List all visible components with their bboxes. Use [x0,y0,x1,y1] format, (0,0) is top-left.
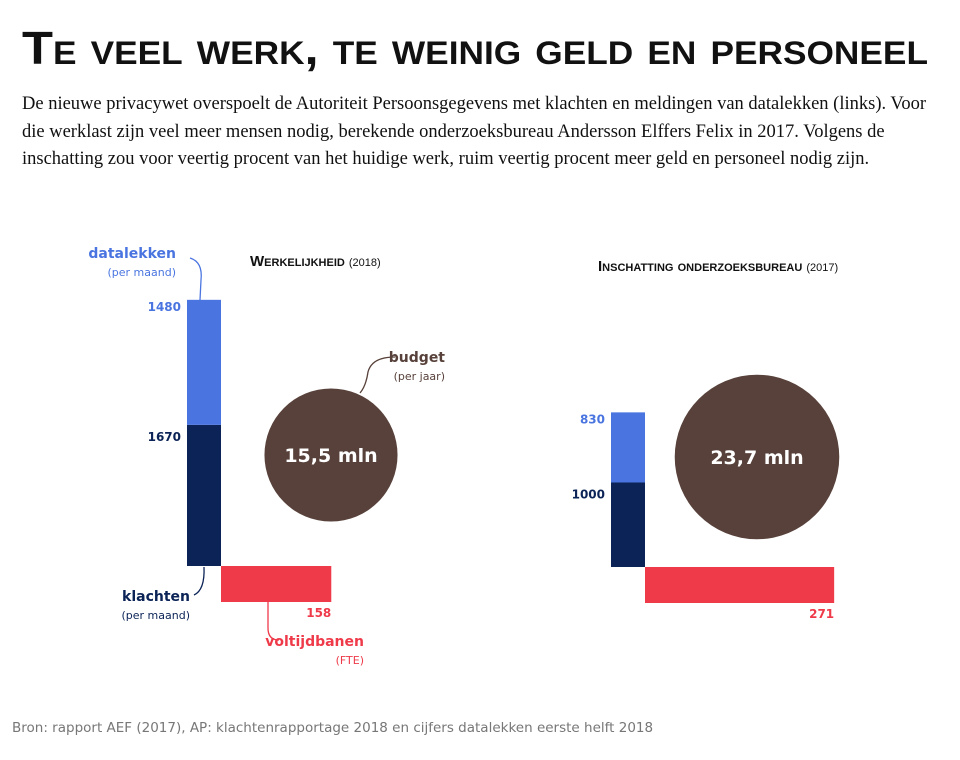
source: Bron: rapport AEF (2017), AP: klachtenra… [12,720,653,736]
annotation-note: (per maand) [121,609,190,622]
leader-line [189,257,202,301]
value-label: 1480 [148,300,181,314]
panel-subtitle: (2017) [806,262,838,274]
leader-line [193,566,205,596]
title: Te veel werk, te weinig geld en personee… [22,22,928,74]
bar [611,482,645,567]
panel-title: Inschatting onderzoeksbureau (2017) [598,258,838,275]
annotation-name: datalekken [88,246,176,262]
bar [645,567,835,603]
panel-subtitle: (2018) [349,257,381,269]
intro: De nieuwe privacywet overspoelt de Autor… [22,94,927,170]
leader-line [267,602,280,641]
panel-title: Werkelijkheid (2018) [250,253,381,270]
panel-title-text: Werkelijkheid [250,253,345,270]
value-label: 271 [809,607,834,621]
bubble [264,388,398,522]
value-label: 1000 [572,488,605,502]
annotation-note: (per jaar) [394,370,445,383]
bubble [674,374,840,540]
bar [221,566,332,602]
value-label: 830 [580,412,605,426]
bar [611,412,645,483]
bubble-label: 15,5 mln [284,445,377,467]
leader-line [359,356,396,394]
bubble-label: 23,7 mln [710,447,803,469]
bar [187,299,221,425]
annotation-name: budget [389,350,446,366]
value-label: 1670 [148,430,181,444]
panel-title-text: Inschatting onderzoeksbureau [598,258,802,275]
annotation-note: (FTE) [336,654,364,667]
value-label: 158 [306,606,331,620]
bar [187,424,221,566]
annotation-name: voltijdbanen [265,634,364,650]
annotation-note: (per maand) [107,266,176,279]
annotation-name: klachten [122,589,190,605]
